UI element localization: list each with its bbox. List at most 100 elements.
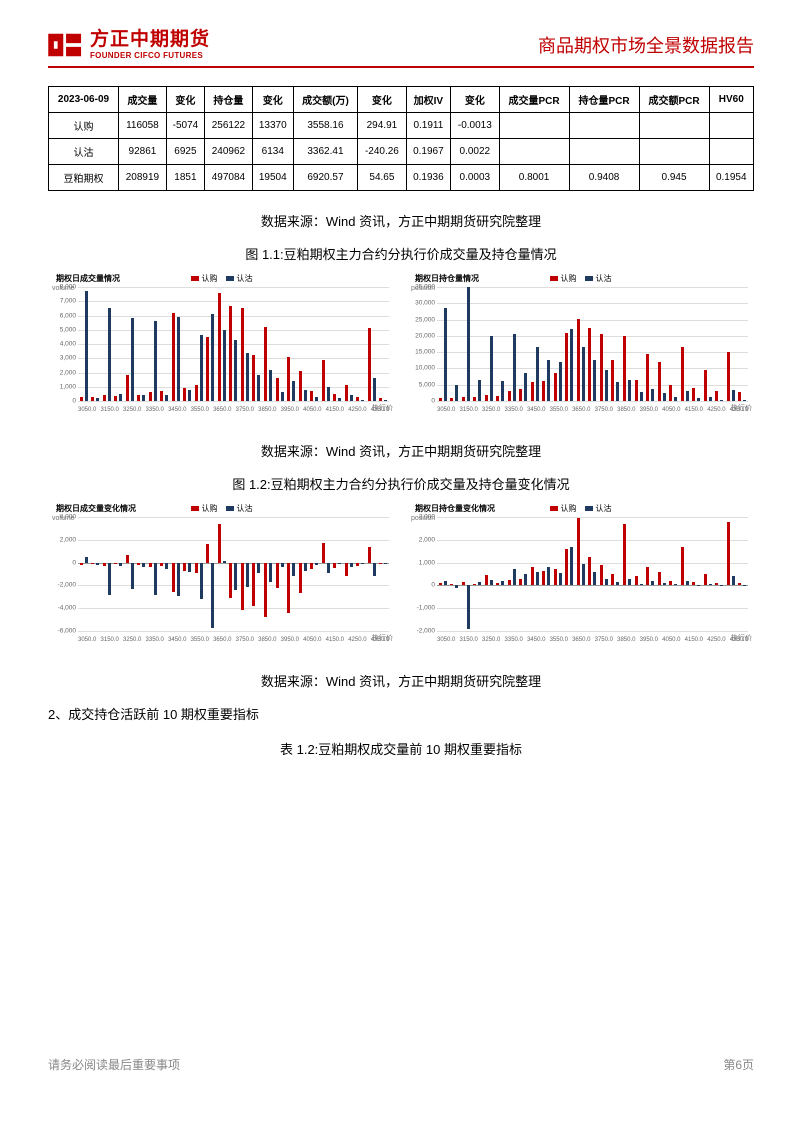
bar-put: [686, 581, 689, 586]
bar-group: [216, 287, 228, 401]
bar-group: [667, 287, 679, 401]
bar-put: [304, 563, 307, 571]
bar-call: [160, 391, 163, 401]
bar-group: [541, 517, 553, 631]
bar-call: [287, 563, 290, 613]
logo-text-cn: 方正中期期货: [90, 30, 210, 51]
chart-bars: [78, 517, 389, 631]
bar-group: [159, 517, 171, 631]
bar-call: [241, 563, 244, 611]
bar-group: [437, 517, 449, 631]
footer-disclaimer: 请务必阅读最后重要事项: [48, 1056, 180, 1073]
bar-call: [439, 398, 442, 401]
table-cell: [709, 139, 753, 165]
logo-text-en: FOUNDER CIFCO FUTURES: [90, 51, 210, 60]
bar-put: [455, 385, 458, 401]
bar-call: [379, 563, 382, 564]
bar-group: [679, 287, 691, 401]
bar-call: [126, 555, 129, 563]
table-row: 认沽92861692524096261343362.41-240.260.196…: [49, 139, 754, 165]
bar-group: [621, 517, 633, 631]
bar-put: [211, 314, 214, 401]
bar-group: [193, 517, 205, 631]
bar-put: [478, 582, 481, 585]
bar-put: [593, 360, 596, 401]
bar-group: [193, 287, 205, 401]
bar-group: [621, 287, 633, 401]
bar-call: [623, 336, 626, 401]
bar-call: [635, 576, 638, 585]
bar-group: [159, 287, 171, 401]
bar-group: [575, 517, 587, 631]
bar-group: [702, 517, 714, 631]
bar-put: [536, 572, 539, 586]
bar-put: [327, 387, 330, 401]
chart-position: 期权日持仓量情况认购认沽position执行价05,00010,00015,00…: [407, 273, 754, 423]
bar-call: [462, 582, 465, 585]
chart-volume: 期权日成交量情况认购认沽volume执行价01,0002,0003,0004,0…: [48, 273, 395, 423]
bar-put: [651, 389, 654, 401]
bar-put: [257, 375, 260, 401]
bar-group: [343, 517, 355, 631]
bar-call: [450, 398, 453, 401]
bar-group: [460, 287, 472, 401]
bar-call: [473, 584, 476, 586]
table-cell: 0.1967: [406, 139, 450, 165]
table-cell: 认购: [49, 113, 119, 139]
source-line: 数据来源：Wind 资讯，方正中期期货研究院整理: [48, 441, 754, 460]
bar-group: [239, 517, 251, 631]
chart-bars: [437, 517, 748, 631]
bar-call: [462, 397, 465, 401]
bar-group: [644, 517, 656, 631]
bar-put: [85, 557, 88, 563]
bar-group: [483, 287, 495, 401]
table-cell: 6925: [166, 139, 204, 165]
bar-call: [310, 563, 313, 570]
bar-group: [495, 287, 507, 401]
bar-call: [126, 375, 129, 401]
chart-x-ticks: 3050.03150.03250.03350.03450.03550.03650…: [78, 637, 389, 643]
bar-put: [536, 347, 539, 401]
bar-call: [218, 524, 221, 563]
bar-group: [331, 287, 343, 401]
table-cell: 0.1936: [406, 165, 450, 191]
bar-call: [588, 557, 591, 586]
bar-group: [354, 287, 366, 401]
table-cell: -0.0013: [451, 113, 500, 139]
table-cell: 240962: [204, 139, 252, 165]
bar-put: [108, 563, 111, 595]
bar-group: [564, 287, 576, 401]
source-line: 数据来源：Wind 资讯，方正中期期货研究院整理: [48, 211, 754, 230]
bar-group: [228, 287, 240, 401]
chart-position-change: 期权日持仓量变化情况认购认沽position执行价-2,000-1,00001,…: [407, 503, 754, 653]
bar-call: [241, 308, 244, 401]
bar-put: [674, 397, 677, 401]
bar-put: [513, 569, 516, 585]
bar-group: [216, 517, 228, 631]
bar-group: [366, 287, 378, 401]
bar-call: [715, 583, 718, 586]
bar-call: [379, 398, 382, 401]
chart-bars: [78, 287, 389, 401]
bar-put: [384, 563, 387, 564]
bar-put: [223, 330, 226, 401]
bar-put: [467, 585, 470, 628]
bar-put: [732, 576, 735, 585]
bar-group: [633, 287, 645, 401]
bar-group: [124, 287, 136, 401]
bar-group: [297, 517, 309, 631]
table-header-cell: 2023-06-09: [49, 87, 119, 113]
bar-call: [658, 362, 661, 401]
bar-group: [170, 517, 182, 631]
bar-group: [331, 517, 343, 631]
table-caption: 表 1.2:豆粕期权成交量前 10 期权重要指标: [48, 739, 754, 758]
bar-group: [90, 287, 102, 401]
table-cell: 256122: [204, 113, 252, 139]
bar-group: [113, 517, 125, 631]
bar-group: [690, 287, 702, 401]
bar-group: [147, 287, 159, 401]
bar-put: [490, 580, 493, 586]
bar-group: [541, 287, 553, 401]
bar-put: [165, 563, 168, 570]
table-cell: -5074: [166, 113, 204, 139]
